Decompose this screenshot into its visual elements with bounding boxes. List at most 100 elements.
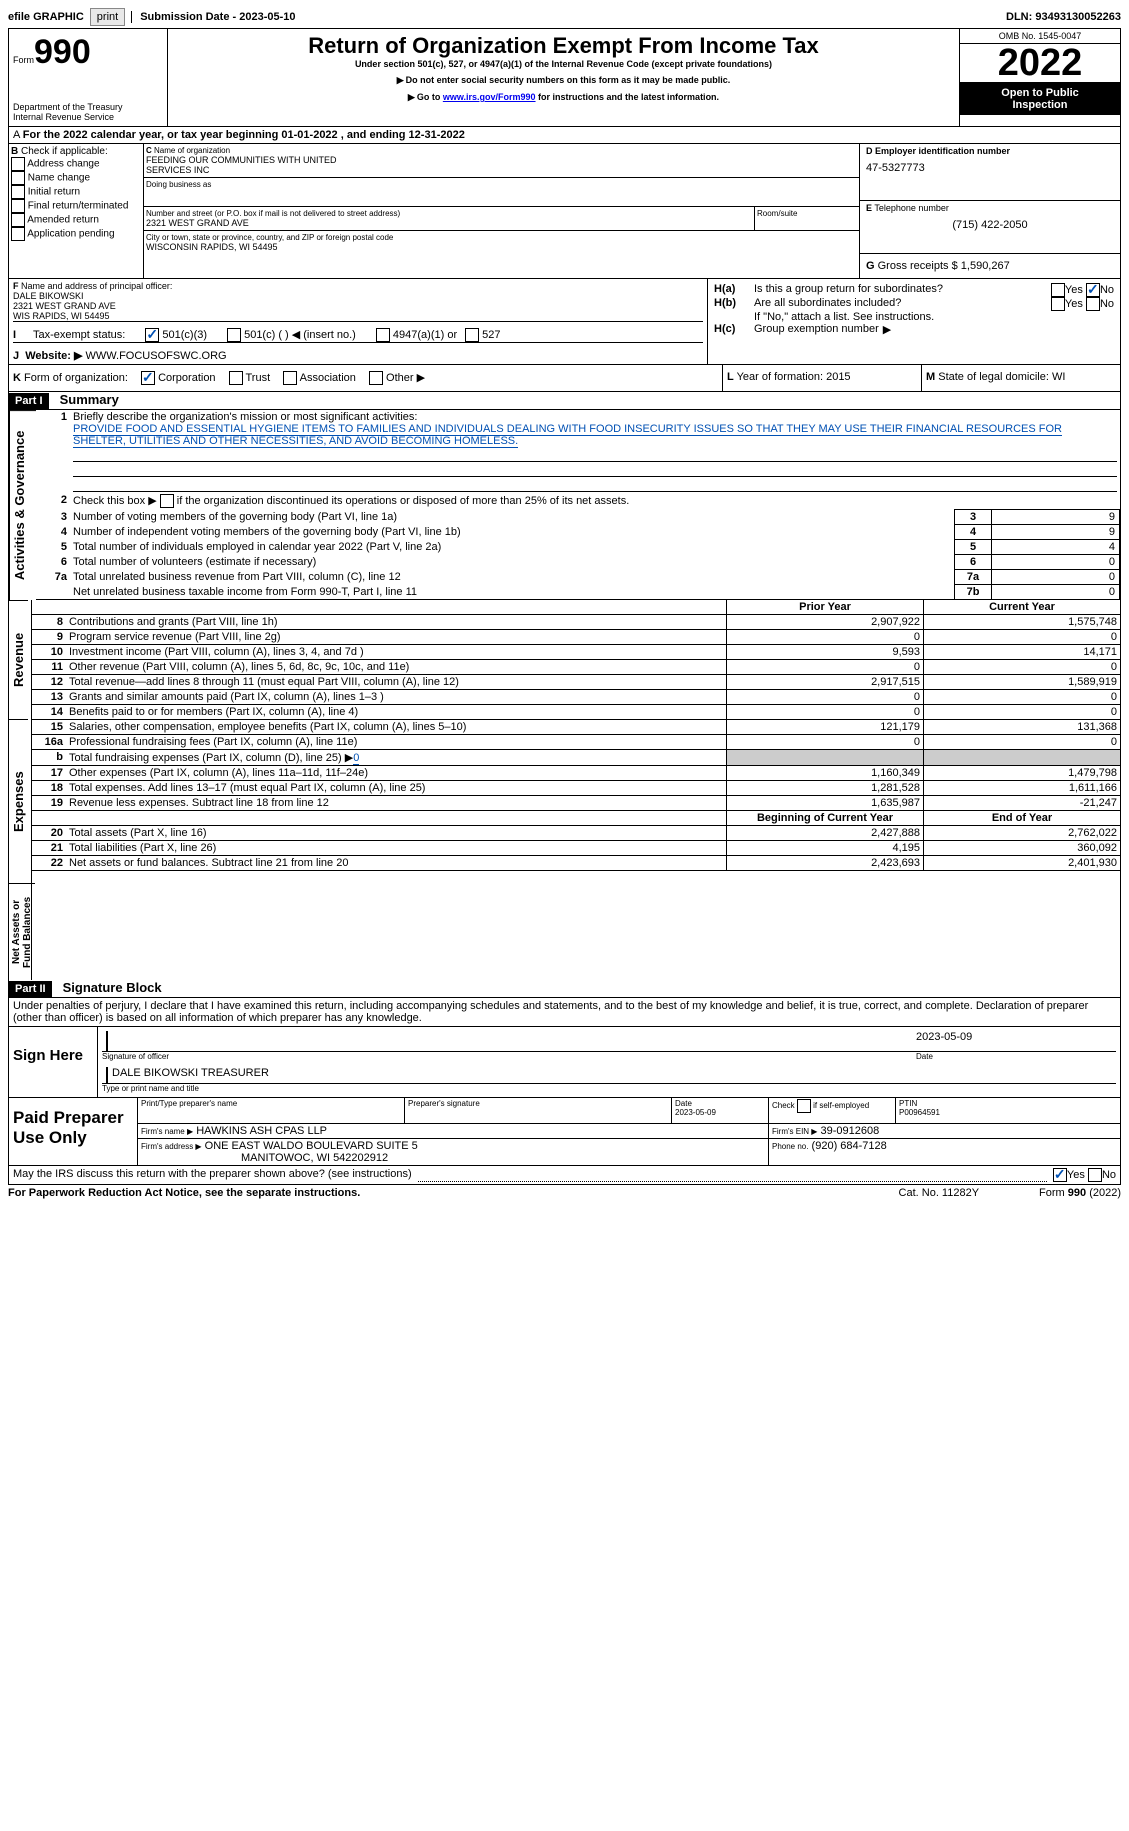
cb-4947[interactable] [376,328,390,342]
cb-hb-no[interactable] [1086,297,1100,311]
cb-assoc[interactable] [283,371,297,385]
q6: Total number of volunteers (estimate if … [70,555,955,570]
dln-label: DLN: 93493130052263 [1006,11,1121,23]
r22: Net assets or fund balances. Subtract li… [66,856,727,871]
form-title: Return of Organization Exempt From Incom… [172,33,955,59]
city-label: City or town, state or province, country… [146,233,857,242]
side-expenses: Expenses [9,719,28,883]
city-val: WISCONSIN RAPIDS, WI 54495 [146,242,857,252]
part-1-header: Part I Summary [8,392,1121,410]
cb-501c3[interactable] [145,328,159,342]
cb-final-return[interactable] [11,199,25,213]
firm-name: HAWKINS ASH CPAS LLP [196,1125,327,1137]
q1-text: PROVIDE FOOD AND ESSENTIAL HYGIENE ITEMS… [73,423,1062,448]
state-domicile: WI [1052,371,1065,383]
r12: Total revenue—add lines 8 through 11 (mu… [66,675,727,690]
sig-date: 2023-05-09 [916,1031,1116,1051]
form-header: Form990 Department of the Treasury Inter… [8,29,1121,127]
side-net: Net Assets or Fund Balances [9,883,35,980]
cb-address-change[interactable] [11,157,25,171]
r18: Total expenses. Add lines 13–17 (must eq… [66,781,727,796]
ein-val: 47-5327773 [866,162,1114,174]
check-applicable: Check if applicable: [21,146,108,157]
discuss-row: May the IRS discuss this return with the… [8,1166,1121,1185]
ein-label: Employer identification number [875,146,1010,156]
cb-527[interactable] [465,328,479,342]
officer-label: Name and address of principal officer: [21,281,172,291]
cb-discontinued[interactable] [160,494,174,508]
org-name-2: SERVICES INC [146,165,857,175]
cat-no: Cat. No. 11282Y [899,1187,980,1199]
q7b: Net unrelated business taxable income fr… [70,585,955,600]
sig-officer-label: Signature of officer [102,1051,916,1061]
sign-here: Sign Here [9,1027,98,1097]
print-button[interactable]: print [90,8,125,26]
note-ssn: Do not enter social security numbers on … [172,75,955,86]
state-domicile-label: State of legal domicile: [938,371,1049,383]
year-formation: 2015 [826,371,850,383]
form-footer: Form 990 (2022) [1039,1187,1121,1199]
current-year-hdr: Current Year [924,600,1121,615]
open-public-2: Inspection [964,99,1116,111]
cb-ha-yes[interactable] [1051,283,1065,297]
part-2-header: Part II Signature Block [8,980,1121,998]
hb-label: Are all subordinates included? [754,297,1051,311]
org-name-label: Name of organization [154,146,230,155]
ha-label: Is this a group return for subordinates? [754,283,1051,297]
year-formation-label: Year of formation: [737,371,823,383]
hc-label: Group exemption number [754,323,879,336]
irs-link[interactable]: www.irs.gov/Form990 [443,92,536,102]
r19: Revenue less expenses. Subtract line 18 … [66,796,727,811]
efile-label: efile GRAPHIC [8,11,84,23]
officer-name: DALE BIKOWSKI TREASURER [106,1067,1116,1083]
cb-discuss-no[interactable] [1088,1168,1102,1182]
side-activities: Activities & Governance [9,410,36,600]
cb-name-change[interactable] [11,171,25,185]
cb-trust[interactable] [229,371,243,385]
officer-l1: DALE BIKOWSKI [13,291,703,301]
r8: Contributions and grants (Part VIII, lin… [66,615,727,630]
cb-other[interactable] [369,371,383,385]
cb-501c[interactable] [227,328,241,342]
open-public-1: Open to Public [964,87,1116,99]
cb-app-pending[interactable] [11,227,25,241]
v5: 4 [992,540,1120,555]
cb-discuss-yes[interactable] [1053,1168,1067,1182]
q1-label: Briefly describe the organization's miss… [73,411,417,423]
addr-label: Number and street (or P.O. box if mail i… [146,209,752,218]
firm-addr1: ONE EAST WALDO BOULEVARD SUITE 5 [205,1140,418,1152]
paid-preparer-block: Paid Preparer Use Only Print/Type prepar… [8,1098,1121,1166]
prep-name-label: Print/Type preparer's name [141,1099,401,1108]
v7a: 0 [992,570,1120,585]
top-bar: efile GRAPHIC print Submission Date - 20… [8,8,1121,29]
r15: Salaries, other compensation, employee b… [66,720,727,735]
note-link: Go to www.irs.gov/Form990 for instructio… [172,92,955,103]
paid-preparer: Paid Preparer Use Only [9,1098,138,1165]
gross-label: Gross receipts $ [878,260,958,272]
r16b: Total fundraising expenses (Part IX, col… [66,750,727,766]
cb-corp[interactable] [141,371,155,385]
beg-year-hdr: Beginning of Current Year [727,811,924,826]
firm-phone: (920) 684-7128 [812,1140,887,1152]
r16a: Professional fundraising fees (Part IX, … [66,735,727,750]
r20: Total assets (Part X, line 16) [66,826,727,841]
self-employed: Check if self-employed [772,1099,892,1113]
cb-hb-yes[interactable] [1051,297,1065,311]
cb-ha-no[interactable] [1086,283,1100,297]
form-org-label: Form of organization: [24,372,128,384]
prep-date: 2023-05-09 [675,1108,765,1117]
officer-l2: 2321 WEST GRAND AVE [13,301,703,311]
q2: Check this box ▶ if the organization dis… [73,495,629,507]
cb-initial-return[interactable] [11,185,25,199]
r21: Total liabilities (Part X, line 26) [66,841,727,856]
phone-label: Telephone number [874,203,949,213]
revenue-expenses: Revenue Expenses Net Assets or Fund Bala… [8,600,1121,980]
cb-self-employed[interactable] [797,1099,811,1113]
v7b: 0 [992,585,1120,600]
form-subtitle: Under section 501(c), 527, or 4947(a)(1)… [172,59,955,69]
q3: Number of voting members of the governin… [70,510,955,525]
dept-irs: Internal Revenue Service [13,112,163,122]
addr-val: 2321 WEST GRAND AVE [146,218,752,228]
type-name-label: Type or print name and title [102,1083,1116,1093]
cb-amended[interactable] [11,213,25,227]
